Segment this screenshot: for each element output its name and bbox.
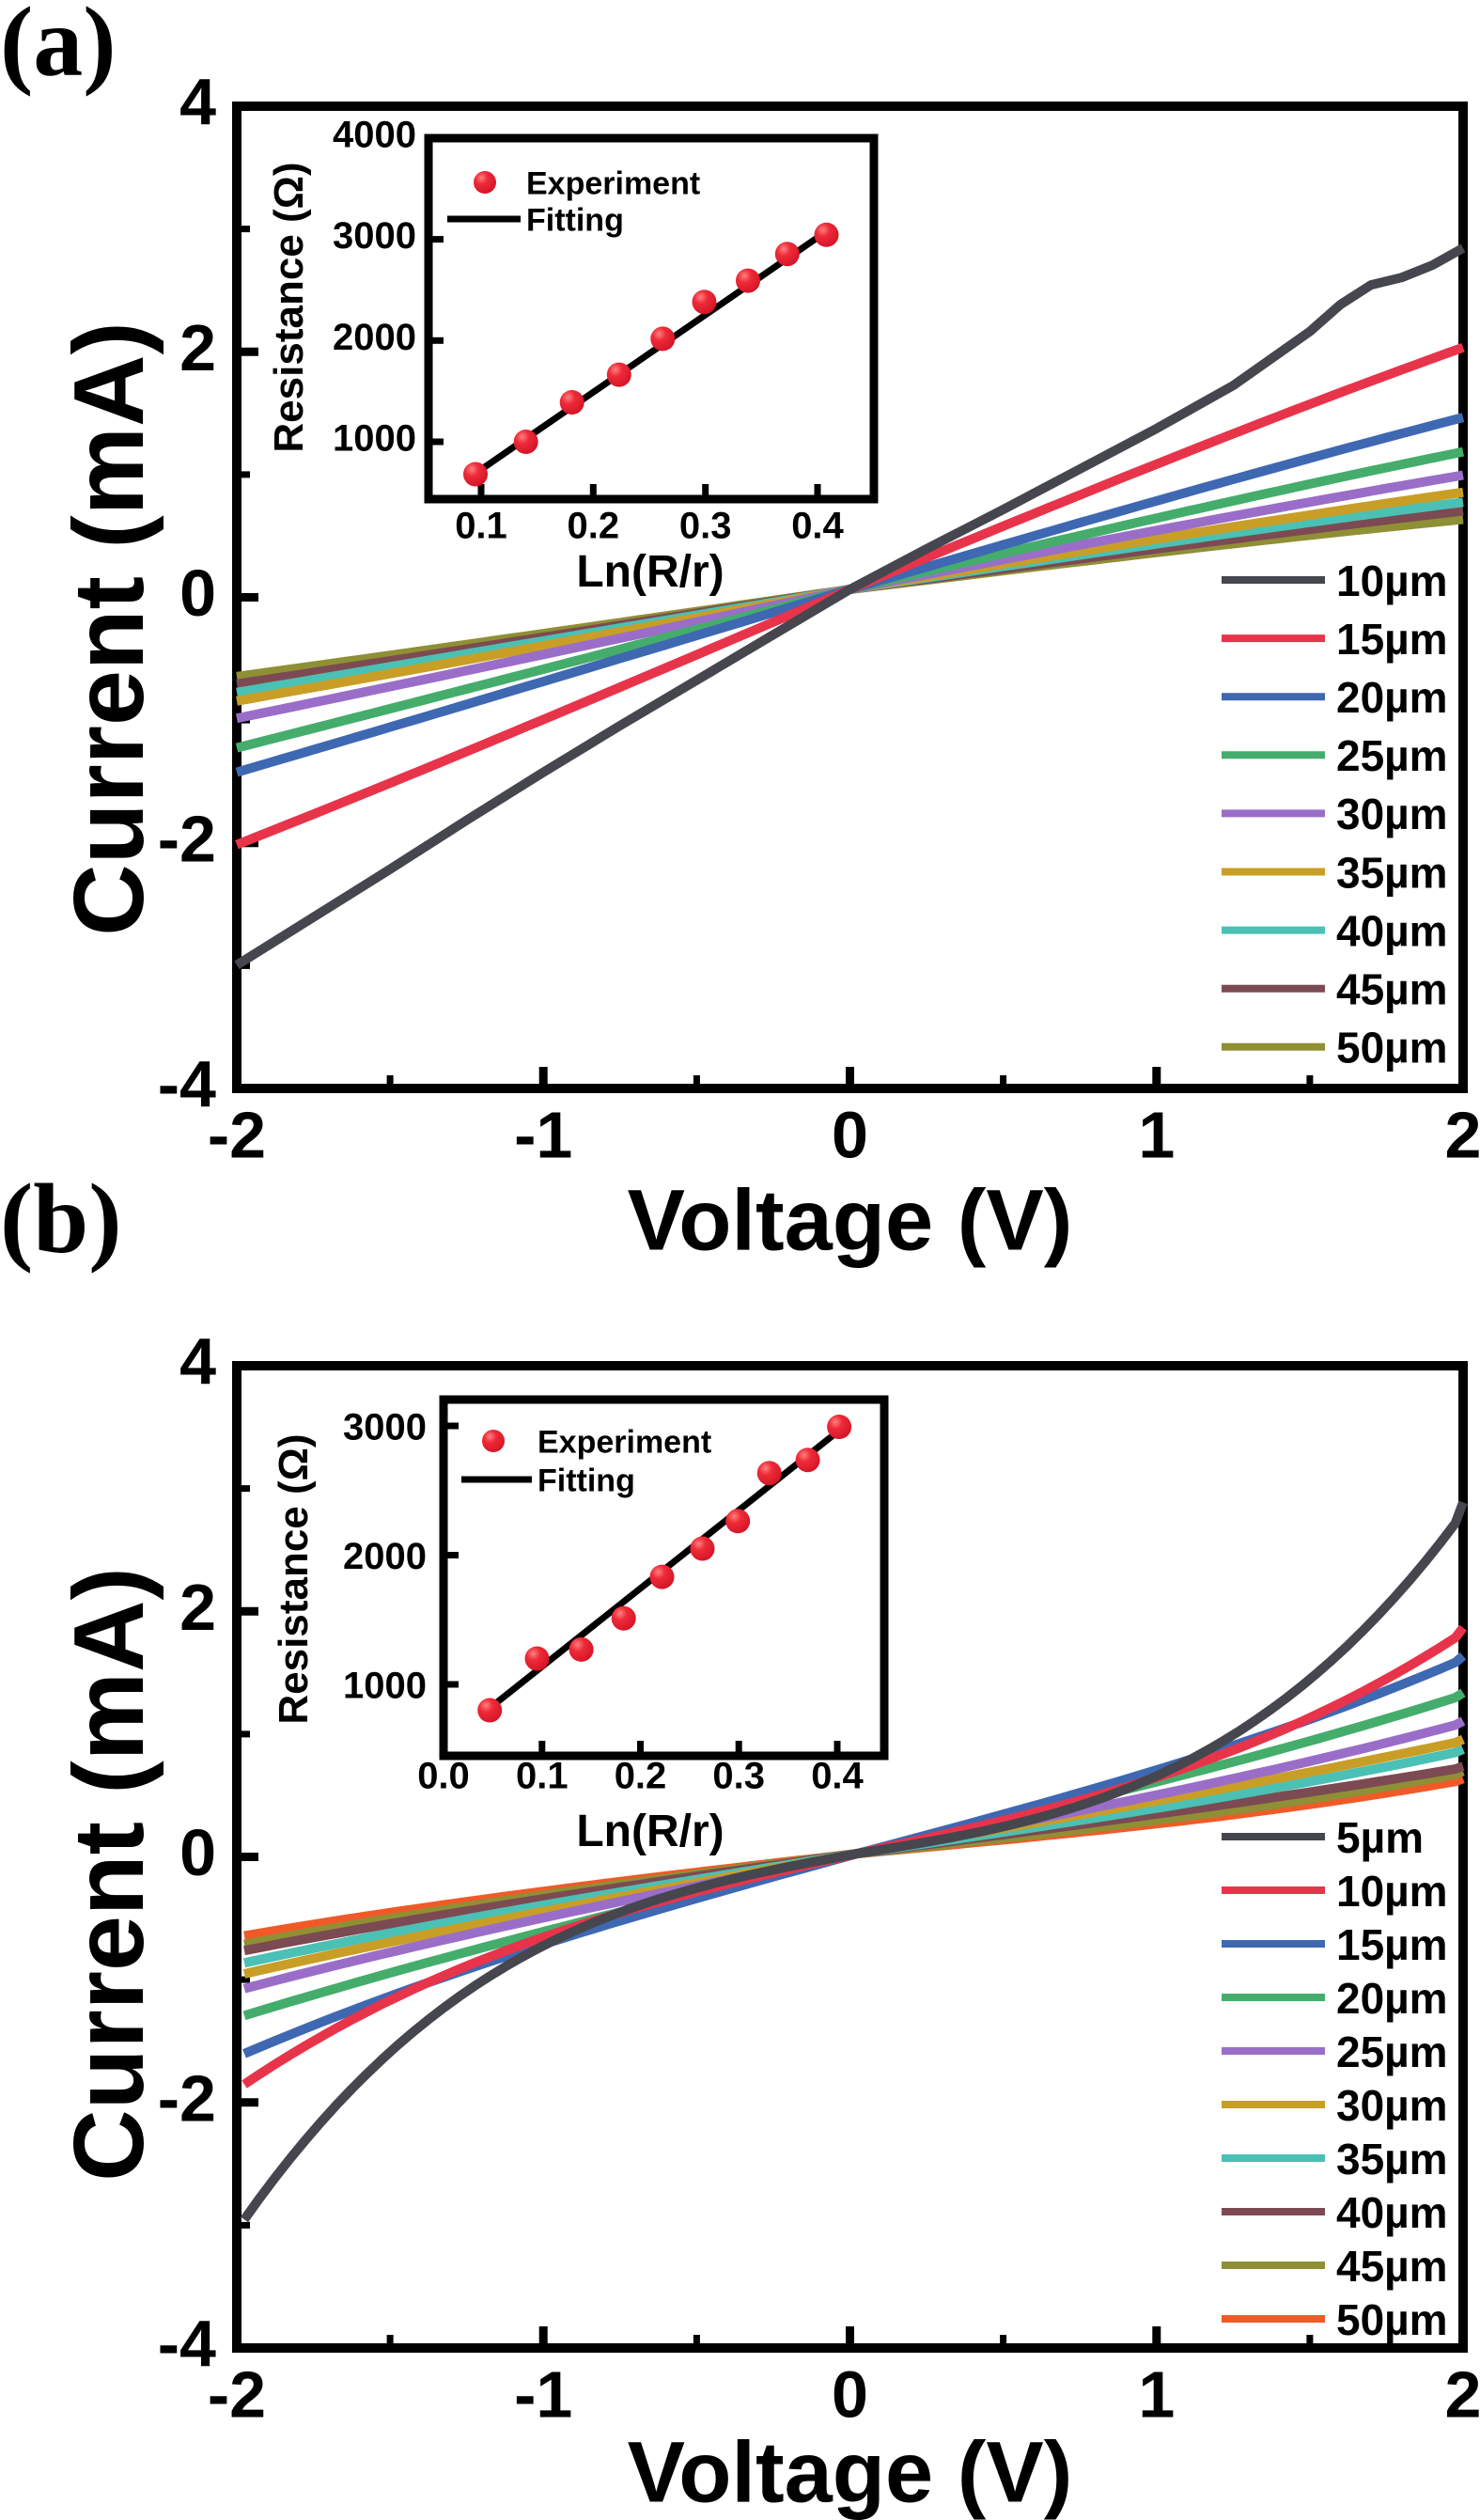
svg-text:0: 0 <box>179 556 216 630</box>
svg-text:-4: -4 <box>158 2308 216 2381</box>
svg-text:35µm: 35µm <box>1336 848 1448 897</box>
svg-text:-1: -1 <box>514 2358 572 2432</box>
svg-text:1: 1 <box>1138 1099 1175 1172</box>
svg-text:45µm: 45µm <box>1336 965 1448 1014</box>
svg-text:-2: -2 <box>158 802 216 875</box>
svg-text:30µm: 30µm <box>1336 2081 1448 2130</box>
svg-text:-2: -2 <box>158 2061 216 2135</box>
svg-text:Experiment: Experiment <box>526 165 700 201</box>
svg-text:1000: 1000 <box>333 418 416 460</box>
svg-text:0.2: 0.2 <box>615 1756 667 1797</box>
svg-text:20µm: 20µm <box>1336 1974 1448 2023</box>
svg-text:0: 0 <box>832 1099 868 1172</box>
svg-text:15µm: 15µm <box>1336 1920 1448 1969</box>
svg-text:50µm: 50µm <box>1336 1024 1448 1072</box>
svg-text:0.1: 0.1 <box>516 1756 569 1797</box>
svg-text:0.1: 0.1 <box>455 506 507 547</box>
svg-text:4: 4 <box>179 66 216 139</box>
svg-text:2: 2 <box>179 311 216 384</box>
svg-text:30µm: 30µm <box>1336 790 1448 838</box>
svg-text:15µm: 15µm <box>1336 615 1448 664</box>
svg-text:2: 2 <box>1445 2358 1480 2432</box>
svg-text:4: 4 <box>179 1325 216 1399</box>
svg-text:-4: -4 <box>158 1048 216 1121</box>
svg-text:25µm: 25µm <box>1336 2027 1448 2076</box>
svg-text:2: 2 <box>179 1571 216 1644</box>
svg-text:(a): (a) <box>0 0 117 97</box>
svg-text:Resistance (Ω): Resistance (Ω) <box>271 1433 317 1724</box>
svg-text:Current (mA): Current (mA) <box>54 1567 164 2182</box>
svg-text:3000: 3000 <box>333 215 416 257</box>
svg-text:0.2: 0.2 <box>567 506 619 547</box>
svg-text:40µm: 40µm <box>1336 906 1448 955</box>
svg-text:10µm: 10µm <box>1336 556 1448 605</box>
svg-text:35µm: 35µm <box>1336 2135 1448 2183</box>
svg-text:45µm: 45µm <box>1336 2242 1448 2291</box>
svg-text:0: 0 <box>179 1816 216 1889</box>
svg-text:20µm: 20µm <box>1336 673 1448 722</box>
svg-text:Resistance (Ω): Resistance (Ω) <box>266 162 312 452</box>
svg-text:Experiment: Experiment <box>537 1424 711 1460</box>
svg-text:25µm: 25µm <box>1336 731 1448 780</box>
svg-text:2: 2 <box>1445 1099 1480 1172</box>
svg-text:0.4: 0.4 <box>811 1756 864 1797</box>
svg-text:Fitting: Fitting <box>526 202 624 238</box>
svg-text:0.3: 0.3 <box>712 1756 765 1797</box>
svg-text:(b): (b) <box>0 1164 122 1274</box>
svg-text:Current (mA): Current (mA) <box>54 321 164 936</box>
svg-text:4000: 4000 <box>333 115 416 156</box>
svg-text:10µm: 10µm <box>1336 1867 1448 1916</box>
svg-text:-1: -1 <box>514 1099 572 1172</box>
svg-text:Fitting: Fitting <box>537 1463 635 1498</box>
svg-text:Voltage (V): Voltage (V) <box>628 1173 1073 1269</box>
svg-text:2000: 2000 <box>343 1536 427 1577</box>
svg-text:0.3: 0.3 <box>679 506 732 547</box>
svg-text:2000: 2000 <box>333 317 416 358</box>
svg-text:Voltage (V): Voltage (V) <box>628 2425 1073 2520</box>
svg-text:3000: 3000 <box>343 1407 427 1448</box>
svg-text:-2: -2 <box>208 2358 266 2432</box>
svg-text:5µm: 5µm <box>1336 1813 1424 1862</box>
svg-text:0.4: 0.4 <box>791 506 844 547</box>
svg-text:1000: 1000 <box>343 1666 427 1707</box>
svg-text:50µm: 50µm <box>1336 2295 1448 2344</box>
svg-text:Ln(R/r): Ln(R/r) <box>576 547 724 597</box>
svg-text:1: 1 <box>1138 2358 1175 2432</box>
svg-text:Ln(R/r): Ln(R/r) <box>576 1807 724 1856</box>
svg-text:40µm: 40µm <box>1336 2188 1448 2237</box>
svg-text:-2: -2 <box>208 1099 266 1172</box>
svg-text:0: 0 <box>832 2358 868 2432</box>
svg-text:0.0: 0.0 <box>417 1756 470 1797</box>
